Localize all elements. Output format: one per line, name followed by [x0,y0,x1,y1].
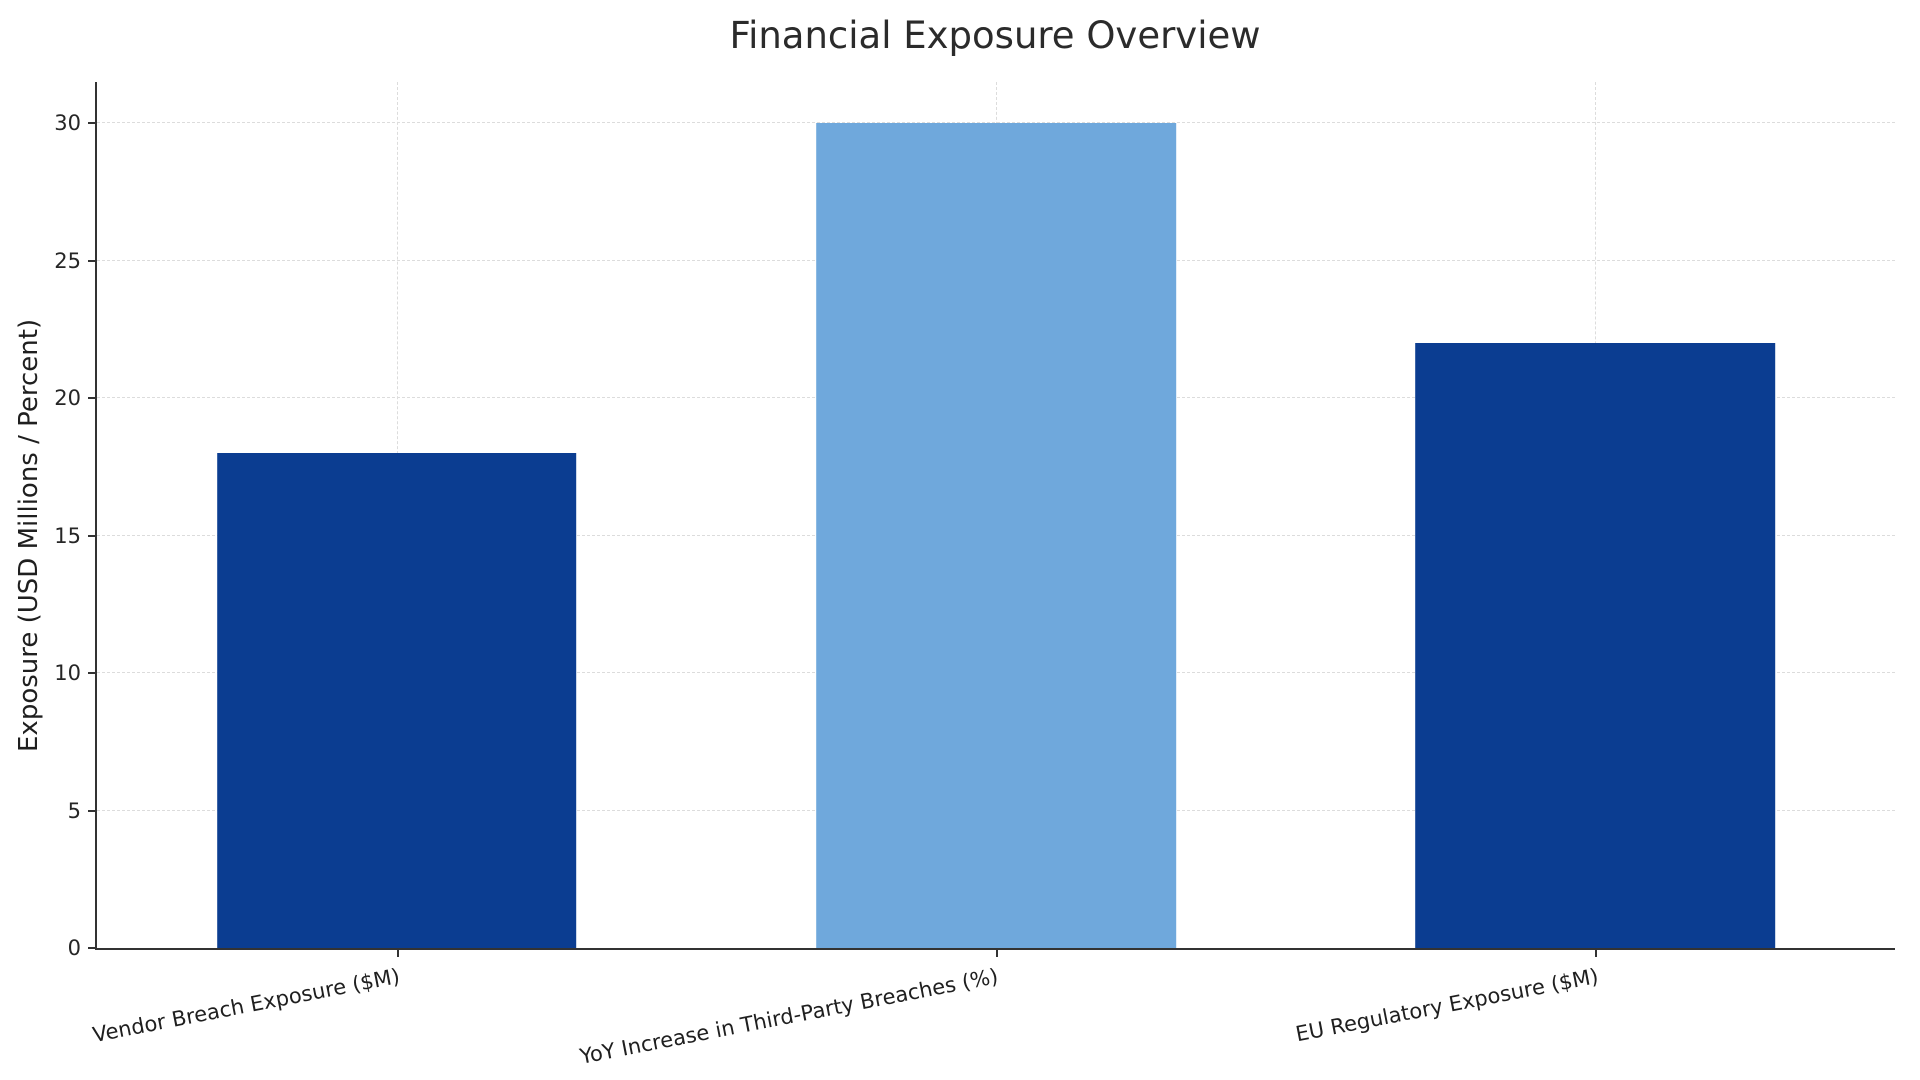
x-tick-label-text: EU Regulatory Exposure ($M) [1293,964,1600,1047]
x-tick-mark [996,948,998,957]
y-tick-label: 5 [67,798,81,823]
y-tick-mark [88,809,97,812]
bar [216,453,577,948]
y-tick-mark [88,122,97,125]
y-tick-label: 0 [67,936,81,960]
y-tick-mark [88,534,97,537]
x-tick-mark [396,948,399,957]
y-tick-label: 10 [54,661,81,686]
y-tick-label: 20 [54,386,81,411]
x-tick-mark [1595,948,1598,957]
plot-area: 0 5 10 15 20 25 30 Vendor Breach Exposure ($M) Y… [54,82,1895,1069]
y-tick-label: 25 [54,248,81,273]
y-tick-label: 15 [54,523,81,548]
bar [1415,343,1776,948]
y-tick-mark [88,397,97,400]
chart-title: Financial Exposure Overview [729,14,1261,57]
y-tick-mark [88,947,97,949]
y-axis-label: Exposure (USD Millions / Percent) [14,318,44,752]
x-tick-label-text: YoY Increase in Third-Party Breaches (%) [578,964,1001,1069]
y-tick-label: 30 [54,111,81,136]
y-tick-mark [88,259,97,262]
x-tick-label-text: Vendor Breach Exposure ($M) [90,964,402,1048]
bar [816,123,1176,948]
y-tick-mark [88,672,97,675]
